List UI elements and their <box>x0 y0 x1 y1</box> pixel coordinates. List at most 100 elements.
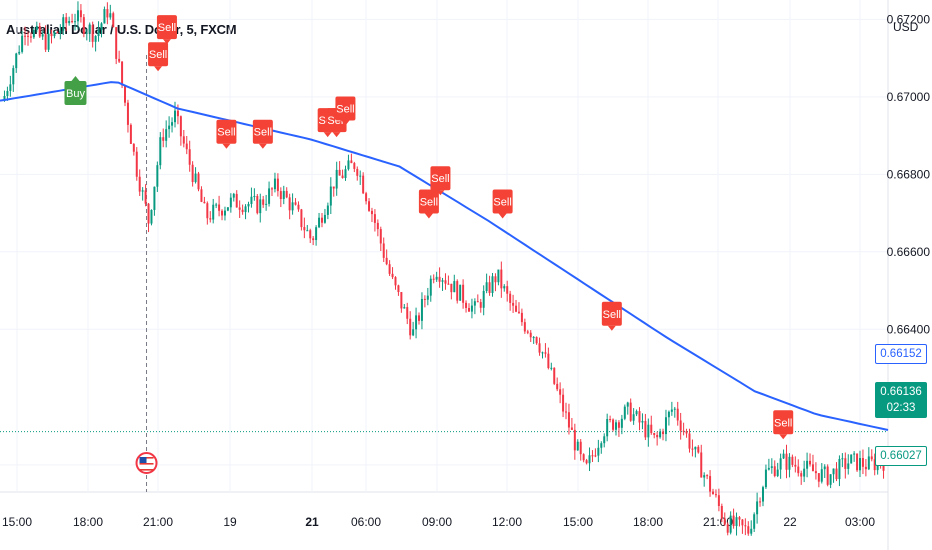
candle-body <box>761 487 764 502</box>
candle-body <box>373 214 376 223</box>
candle-body <box>600 443 603 448</box>
candle-body <box>88 25 91 33</box>
current-price-value: 0.66136 <box>880 386 922 398</box>
candle-body <box>500 269 503 289</box>
moving-average-line <box>0 81 889 431</box>
signal-pointer <box>332 132 341 138</box>
candle-body <box>714 494 717 496</box>
moving-average-price-badge: 0.66152 <box>875 344 927 364</box>
sell-signal-label[interactable]: Sell <box>492 189 513 219</box>
candle-body <box>497 269 500 283</box>
candle-body <box>47 33 50 50</box>
candle-body <box>38 25 41 37</box>
sell-signal-label[interactable]: Sell <box>773 410 794 440</box>
candle-body <box>509 293 512 303</box>
candle-body <box>141 190 144 192</box>
sell-signal-label[interactable]: Sell <box>601 301 622 331</box>
candle-body <box>206 203 209 219</box>
sell-signal-label[interactable]: Sell <box>252 119 273 149</box>
candle-body <box>735 517 738 527</box>
sell-signal-label[interactable]: Sell <box>335 96 356 126</box>
us-flag-icon[interactable] <box>135 452 158 474</box>
candle-body <box>406 307 409 319</box>
sell-signal-label[interactable]: Sell <box>430 166 451 196</box>
bar-countdown: 02:33 <box>886 402 916 414</box>
signal-pointer <box>154 66 163 72</box>
candle-body <box>338 169 341 176</box>
candle-body <box>782 453 785 459</box>
candle-body <box>109 13 112 18</box>
candle-body <box>35 25 38 30</box>
candle-body <box>832 468 835 475</box>
candle-body <box>235 193 238 208</box>
trade-signals[interactable]: Buy Sell Sell Sell Sell Sell Sell Sell Sell Sell S… <box>64 15 794 440</box>
flag-canton <box>139 457 147 463</box>
candle-body <box>153 186 156 210</box>
candle-body <box>882 464 885 471</box>
candle-body <box>71 20 74 23</box>
candle-body <box>567 412 570 428</box>
candle-body <box>738 517 741 520</box>
flag-stripe <box>139 469 154 471</box>
candle-body <box>473 301 476 306</box>
candle-body <box>547 353 550 369</box>
candle-body <box>856 453 859 471</box>
candle-body <box>809 460 812 465</box>
candle-body <box>659 431 662 438</box>
candle-body <box>400 292 403 309</box>
sell-signal-label[interactable]: Sell <box>148 42 169 72</box>
signal-text: Sell <box>158 22 176 34</box>
candle-body <box>635 411 638 415</box>
candle-body <box>171 122 174 126</box>
candle-body <box>470 305 473 312</box>
candle-body <box>817 473 820 482</box>
candle-body <box>467 308 470 312</box>
sell-signal-label[interactable]: Sell <box>156 15 177 45</box>
signal-text: Sell <box>149 49 167 61</box>
signal-pointer <box>424 213 433 219</box>
candle-body <box>873 459 876 471</box>
sell-signal-label[interactable]: Sell <box>418 189 439 219</box>
signal-pointer <box>323 132 332 138</box>
candle-body <box>173 110 176 123</box>
candle-body <box>662 431 665 435</box>
candle-body <box>379 229 382 244</box>
candle-body <box>209 218 212 220</box>
candle-body <box>632 414 635 421</box>
candle-body <box>553 367 556 384</box>
candle-body <box>124 85 127 103</box>
candle-body <box>744 525 747 527</box>
candle-body <box>229 197 232 208</box>
signal-box <box>216 119 237 144</box>
candle-body <box>670 409 673 412</box>
candle-body <box>717 495 720 507</box>
candle-body <box>370 210 373 215</box>
sell-signal-label[interactable]: Sell <box>216 119 237 149</box>
candle-body <box>150 209 153 224</box>
candle-body <box>273 178 276 190</box>
candle-body <box>344 169 347 179</box>
candle-body <box>532 337 535 339</box>
candle-body <box>182 136 185 144</box>
signal-text: Sell <box>336 103 354 115</box>
candle-body <box>462 284 465 303</box>
candle-body <box>356 168 359 176</box>
candle-body <box>556 383 559 390</box>
candle-body <box>68 20 71 24</box>
buy-signal-label[interactable]: Buy <box>64 75 87 105</box>
signal-box <box>418 189 439 214</box>
candle-body <box>538 343 541 353</box>
x-tick-label: 15:00 <box>563 515 593 529</box>
candle-body <box>788 456 791 470</box>
candle-body <box>647 424 650 438</box>
candle-body <box>115 27 118 59</box>
candlesticks <box>3 1 885 536</box>
candle-body <box>21 35 24 52</box>
candle-body <box>382 243 385 258</box>
candle-body <box>218 204 221 211</box>
candle-body <box>541 352 544 354</box>
signal-pointer <box>162 39 171 45</box>
candle-body <box>323 214 326 223</box>
candle-body <box>238 207 241 210</box>
